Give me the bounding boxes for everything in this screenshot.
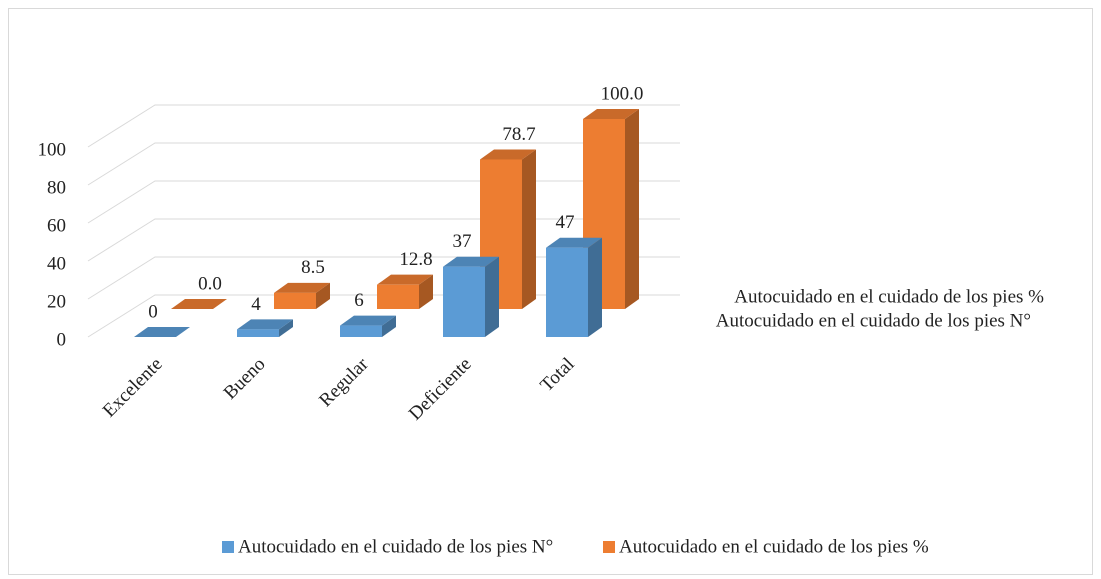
bar-side	[316, 282, 330, 309]
bar-side	[588, 237, 602, 337]
depth-label: Autocuidado en el cuidado de los pies %	[734, 286, 1044, 307]
bar-side	[382, 315, 396, 337]
bar-top	[443, 256, 499, 267]
value-label: 8.5	[301, 257, 325, 278]
bar-side	[485, 256, 499, 337]
y-tick-label: 20	[47, 291, 66, 312]
bar-top	[546, 237, 602, 248]
value-label: 0.0	[198, 273, 222, 294]
bar	[274, 282, 330, 309]
value-label: 78.7	[502, 124, 535, 145]
bar-front	[546, 247, 588, 337]
bar-top	[274, 282, 330, 293]
bar-top	[171, 299, 227, 309]
bar	[480, 149, 536, 309]
value-label: 0	[148, 301, 158, 322]
bar-side	[419, 274, 433, 309]
bar-front	[340, 325, 382, 337]
value-label: 47	[556, 212, 575, 233]
y-tick-label: 80	[47, 177, 66, 198]
bar-top	[377, 274, 433, 285]
bar-top	[237, 319, 293, 330]
bar-top	[340, 315, 396, 326]
bar-top	[480, 149, 536, 160]
y-tick-label: 60	[47, 215, 66, 236]
bar	[443, 256, 499, 337]
bar-top	[134, 327, 190, 337]
value-label: 100.0	[601, 83, 644, 104]
grid-line	[87, 104, 680, 148]
bar	[340, 315, 396, 337]
value-label: 6	[354, 290, 364, 311]
bar-front	[377, 284, 419, 309]
bar	[377, 274, 433, 309]
bar-front	[443, 266, 485, 337]
bar	[546, 237, 602, 337]
bar-top	[583, 109, 639, 119]
value-label: 12.8	[399, 249, 432, 270]
bar	[237, 319, 293, 337]
legend-swatch	[603, 541, 615, 553]
bar-front	[274, 292, 316, 309]
y-tick-label: 0	[57, 329, 67, 350]
y-tick-label: 40	[47, 253, 66, 274]
depth-label: Autocuidado en el cuidado de los pies N°	[716, 310, 1031, 331]
value-label: 4	[251, 294, 261, 315]
bar	[134, 327, 190, 337]
value-label: 37	[453, 231, 472, 252]
legend-swatch	[222, 541, 234, 553]
bar-front	[237, 329, 279, 337]
legend-label: Autocuidado en el cuidado de los pies N°	[238, 536, 553, 557]
bar-side	[279, 319, 293, 337]
legend-label: Autocuidado en el cuidado de los pies %	[619, 536, 929, 557]
bar-side	[522, 149, 536, 309]
grid-line	[87, 142, 680, 186]
y-tick-label: 100	[38, 139, 67, 160]
bar	[171, 299, 227, 309]
bar-side	[625, 109, 639, 309]
